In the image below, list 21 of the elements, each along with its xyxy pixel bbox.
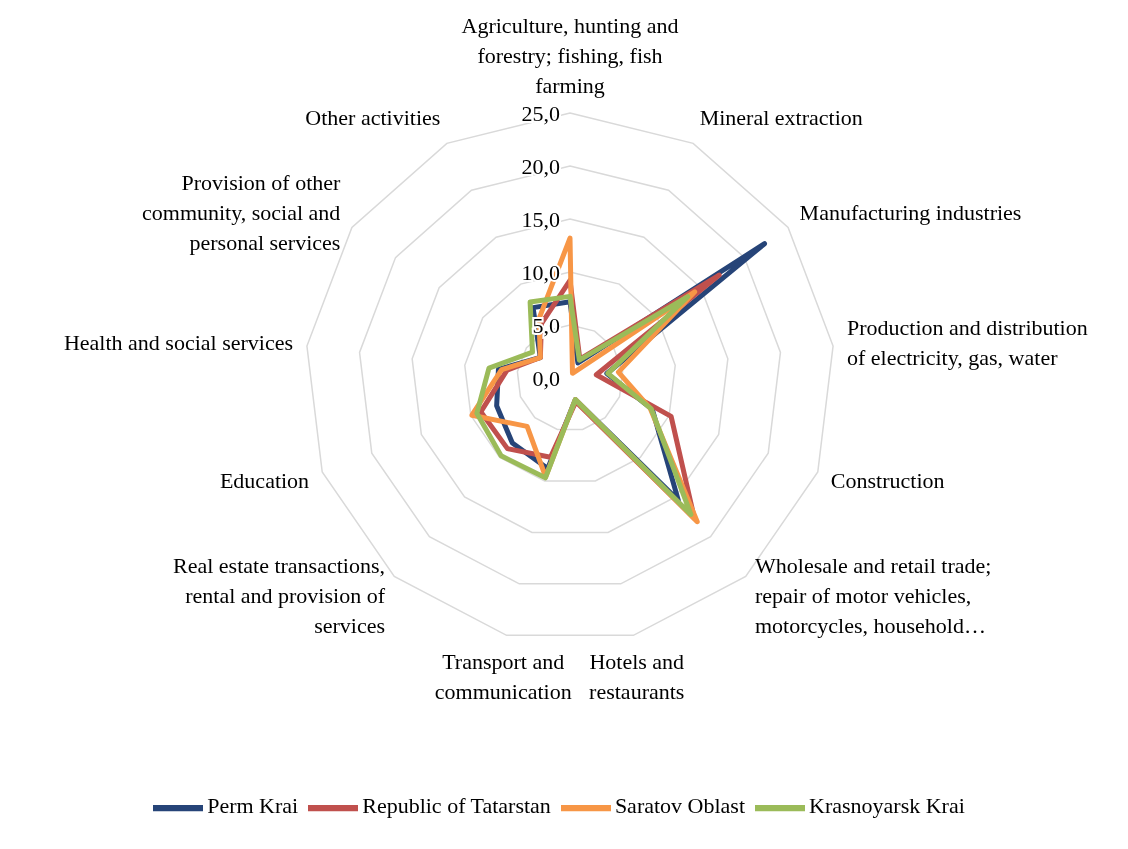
spoke-label: Construction <box>830 468 945 494</box>
y-tick-label: 20,0 <box>521 154 560 179</box>
spoke-label: Transport and communication <box>434 648 572 704</box>
y-tick-label: 0,0 <box>532 366 560 391</box>
spoke-label: Real estate transactions, rental and provision of services <box>173 552 386 638</box>
spoke-label: Agriculture, hunting and forestry; fishing, fish farming <box>461 13 679 98</box>
spoke-label: Other activities <box>305 104 441 130</box>
spoke-label: Mineral extraction <box>699 104 863 130</box>
spoke-label: Manufacturing industries <box>799 199 1022 225</box>
y-tick-label: 15,0 <box>521 207 560 232</box>
spoke-label: Hotels and restaurants <box>589 648 685 704</box>
y-tick-label: 25,0 <box>521 101 560 126</box>
spoke-label: Production and distribution of electricity, gas, water <box>846 314 1088 370</box>
legend-label: Republic of Tatarstan <box>362 793 551 819</box>
legend-label: Saratov Oblast <box>614 793 746 819</box>
spoke-label: Education <box>219 468 310 494</box>
legend-label: Krasnoyarsk Krai <box>809 793 965 819</box>
legend-label: Perm Krai <box>207 793 299 819</box>
spoke-label: Health and social services <box>63 329 294 355</box>
spoke-label: Wholesale and retail trade; repair of motor vehicles, motorcycles, household… <box>755 552 992 638</box>
spoke-label: Provision of other community, social and personal services <box>142 169 342 255</box>
